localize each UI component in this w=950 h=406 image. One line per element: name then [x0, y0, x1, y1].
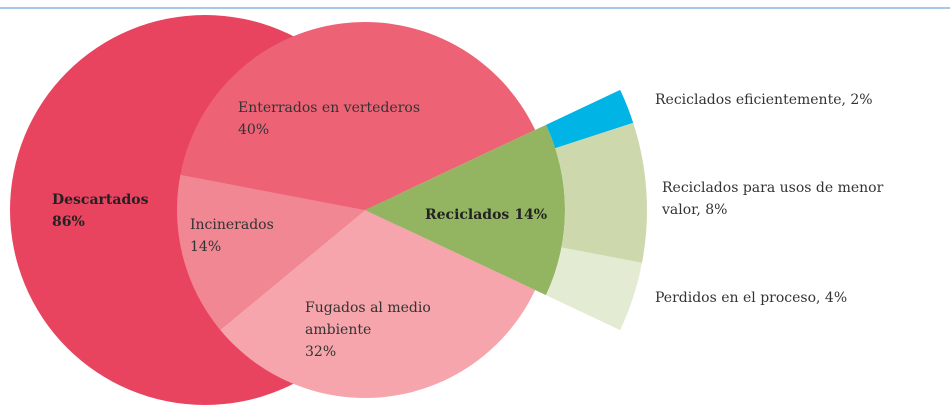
label-line: Reciclados para usos de menor — [662, 180, 884, 196]
inner-sector — [177, 174, 365, 330]
recycled-label: Reciclados 14% — [425, 207, 547, 223]
label: Reciclados para usos de menor valor, 8% — [661, 180, 884, 218]
label-line: 40% — [238, 122, 269, 138]
label-line: ambiente — [305, 322, 371, 338]
label-line: 86% — [52, 214, 85, 230]
label-line: Incinerados — [190, 217, 274, 233]
label-line: Perdidos en el proceso, 4% — [655, 290, 847, 306]
label-line: Reciclados eficientemente, 2% — [655, 92, 873, 108]
label-part: Reciclados — [425, 207, 509, 223]
ring-sector — [545, 89, 634, 149]
label-line: Descartados — [52, 192, 149, 208]
recycled-sector — [365, 124, 565, 296]
label-line: Enterrados en vertederos — [238, 100, 420, 116]
label-line: valor, 8% — [661, 202, 727, 218]
label: Descartados 86% — [52, 192, 149, 230]
ring-sector — [555, 122, 648, 263]
label: Enterrados en vertederos 40% — [238, 100, 420, 138]
label-line: 32% — [305, 344, 336, 360]
ring-sector — [545, 247, 643, 331]
label-line: Fugados al medio — [305, 300, 431, 316]
label: Reciclados eficientemente, 2% — [655, 92, 873, 108]
label-part: 14% — [514, 207, 547, 223]
label: Perdidos en el proceso, 4% — [655, 290, 847, 306]
inner-sector — [220, 210, 536, 399]
inner-sector — [180, 22, 536, 211]
label: Fugados al medio ambiente 32% — [305, 300, 431, 360]
label-line: 14% — [190, 239, 221, 255]
label: Incinerados 14% — [190, 217, 274, 255]
